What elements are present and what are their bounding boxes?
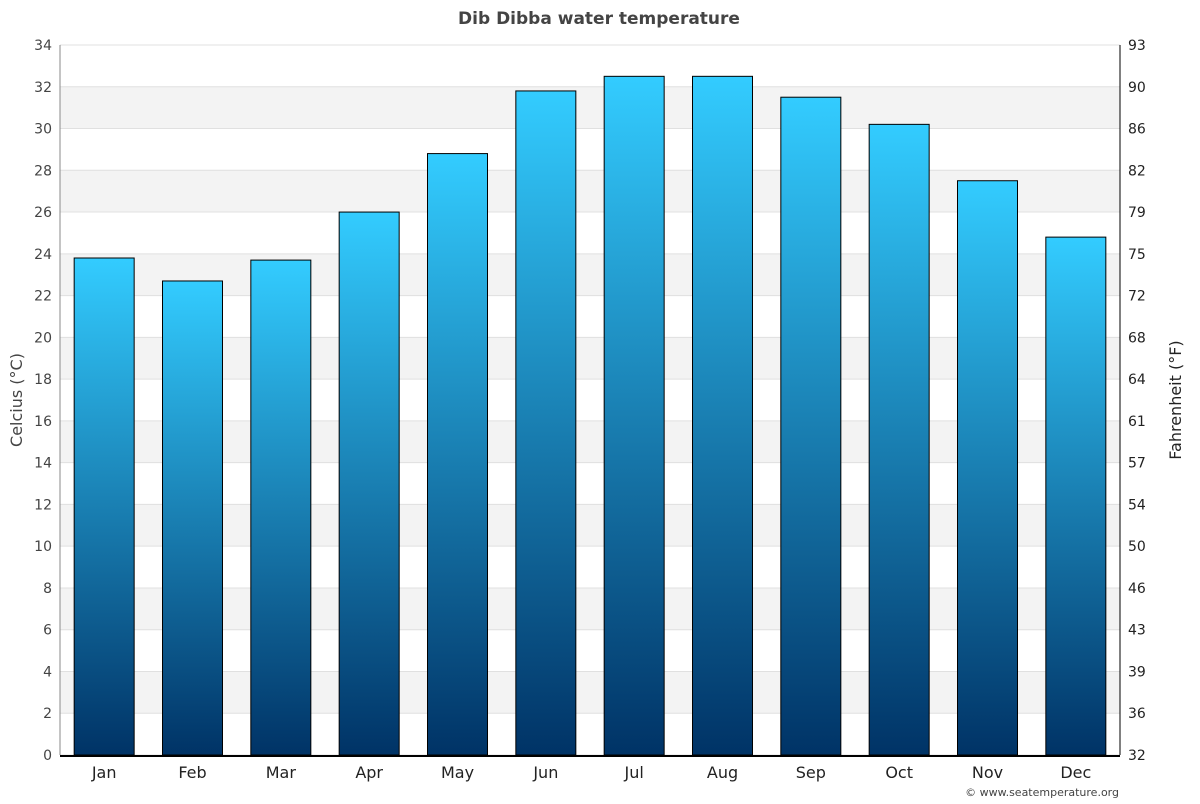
y-tick-label-right: 57 <box>1128 456 1146 472</box>
y-tick-label-right: 50 <box>1128 539 1146 555</box>
bar-jan <box>73 257 135 756</box>
y-tick-label-right: 90 <box>1128 80 1146 96</box>
y-tick-label-right: 68 <box>1128 330 1146 346</box>
grid-band <box>60 337 1120 380</box>
x-tick-label: Jan <box>91 763 117 782</box>
y-tick-label-left: 28 <box>34 163 52 179</box>
chart-title: Dib Dibba water temperature <box>458 9 740 29</box>
bar-feb <box>162 280 223 756</box>
y-tick-label-left: 22 <box>34 289 52 305</box>
y-tick-label-left: 10 <box>34 539 52 555</box>
bar-nov <box>957 180 1018 756</box>
y-tick-label-left: 12 <box>34 497 52 513</box>
y-tick-label-right: 39 <box>1128 664 1146 680</box>
y-tick-label-right: 93 <box>1128 38 1146 54</box>
y-tick-label-right: 36 <box>1128 706 1146 722</box>
y-tick-label-left: 2 <box>43 706 52 722</box>
y-tick-label-left: 18 <box>34 372 52 388</box>
y-tick-label-right: 43 <box>1128 623 1146 639</box>
x-tick-label: Aug <box>707 763 738 782</box>
y-tick-label-right: 72 <box>1128 289 1146 305</box>
x-tick-label: Jun <box>532 763 558 782</box>
y-tick-label-right: 46 <box>1128 581 1146 597</box>
y-tick-label-right: 32 <box>1128 748 1146 764</box>
x-tick-label: Sep <box>796 763 826 782</box>
x-tick-label: Nov <box>972 763 1003 782</box>
y-tick-label-left: 8 <box>43 581 52 597</box>
grid-band <box>60 170 1120 213</box>
y-tick-label-left: 20 <box>34 330 52 346</box>
x-tick-label: Mar <box>266 763 297 782</box>
bar-jul <box>603 75 665 756</box>
y-tick-label-right: 75 <box>1128 247 1146 263</box>
y-tick-label-left: 32 <box>34 80 52 96</box>
y-tick-label-left: 0 <box>43 748 52 764</box>
bar-mar <box>250 259 312 756</box>
x-tick-label: Oct <box>885 763 913 782</box>
y-tick-label-right: 54 <box>1128 497 1146 513</box>
grid-band <box>60 420 1120 463</box>
y-tick-label-left: 14 <box>34 456 52 472</box>
bar-apr <box>338 211 400 756</box>
x-tick-label: Apr <box>355 763 383 782</box>
grid-band <box>60 671 1120 714</box>
grid-band <box>60 504 1120 547</box>
y-tick-label-left: 16 <box>34 414 52 430</box>
y-tick-label-right: 79 <box>1128 205 1146 221</box>
x-tick-label: Jul <box>624 763 644 782</box>
y-tick-label-left: 30 <box>34 122 52 138</box>
bar-aug <box>692 75 753 756</box>
y-tick-label-left: 24 <box>34 247 52 263</box>
credit: © www.seatemperature.org <box>965 786 1119 799</box>
y-tick-label-right: 64 <box>1128 372 1146 388</box>
grid-band <box>60 253 1120 296</box>
y-tick-label-left: 4 <box>43 664 52 680</box>
bar-oct <box>868 123 930 756</box>
bar-dec <box>1045 236 1107 756</box>
grid-band <box>60 587 1120 630</box>
y-axis-label-right: Fahrenheit (°F) <box>1166 340 1185 459</box>
grid-band <box>60 86 1120 129</box>
x-tick-label: Dec <box>1060 763 1091 782</box>
y-tick-label-left: 26 <box>34 205 52 221</box>
y-tick-label-right: 61 <box>1128 414 1146 430</box>
y-tick-label-left: 6 <box>43 623 52 639</box>
x-tick-label: Feb <box>178 763 206 782</box>
bar-sep <box>780 96 842 756</box>
bar-may <box>427 153 488 756</box>
bar-jun <box>515 90 577 756</box>
y-tick-label-right: 82 <box>1128 163 1146 179</box>
y-tick-label-right: 86 <box>1128 122 1146 138</box>
x-tick-label: May <box>441 763 474 782</box>
y-axis-label-left: Celcius (°C) <box>7 353 26 447</box>
y-tick-label-left: 34 <box>34 38 52 54</box>
